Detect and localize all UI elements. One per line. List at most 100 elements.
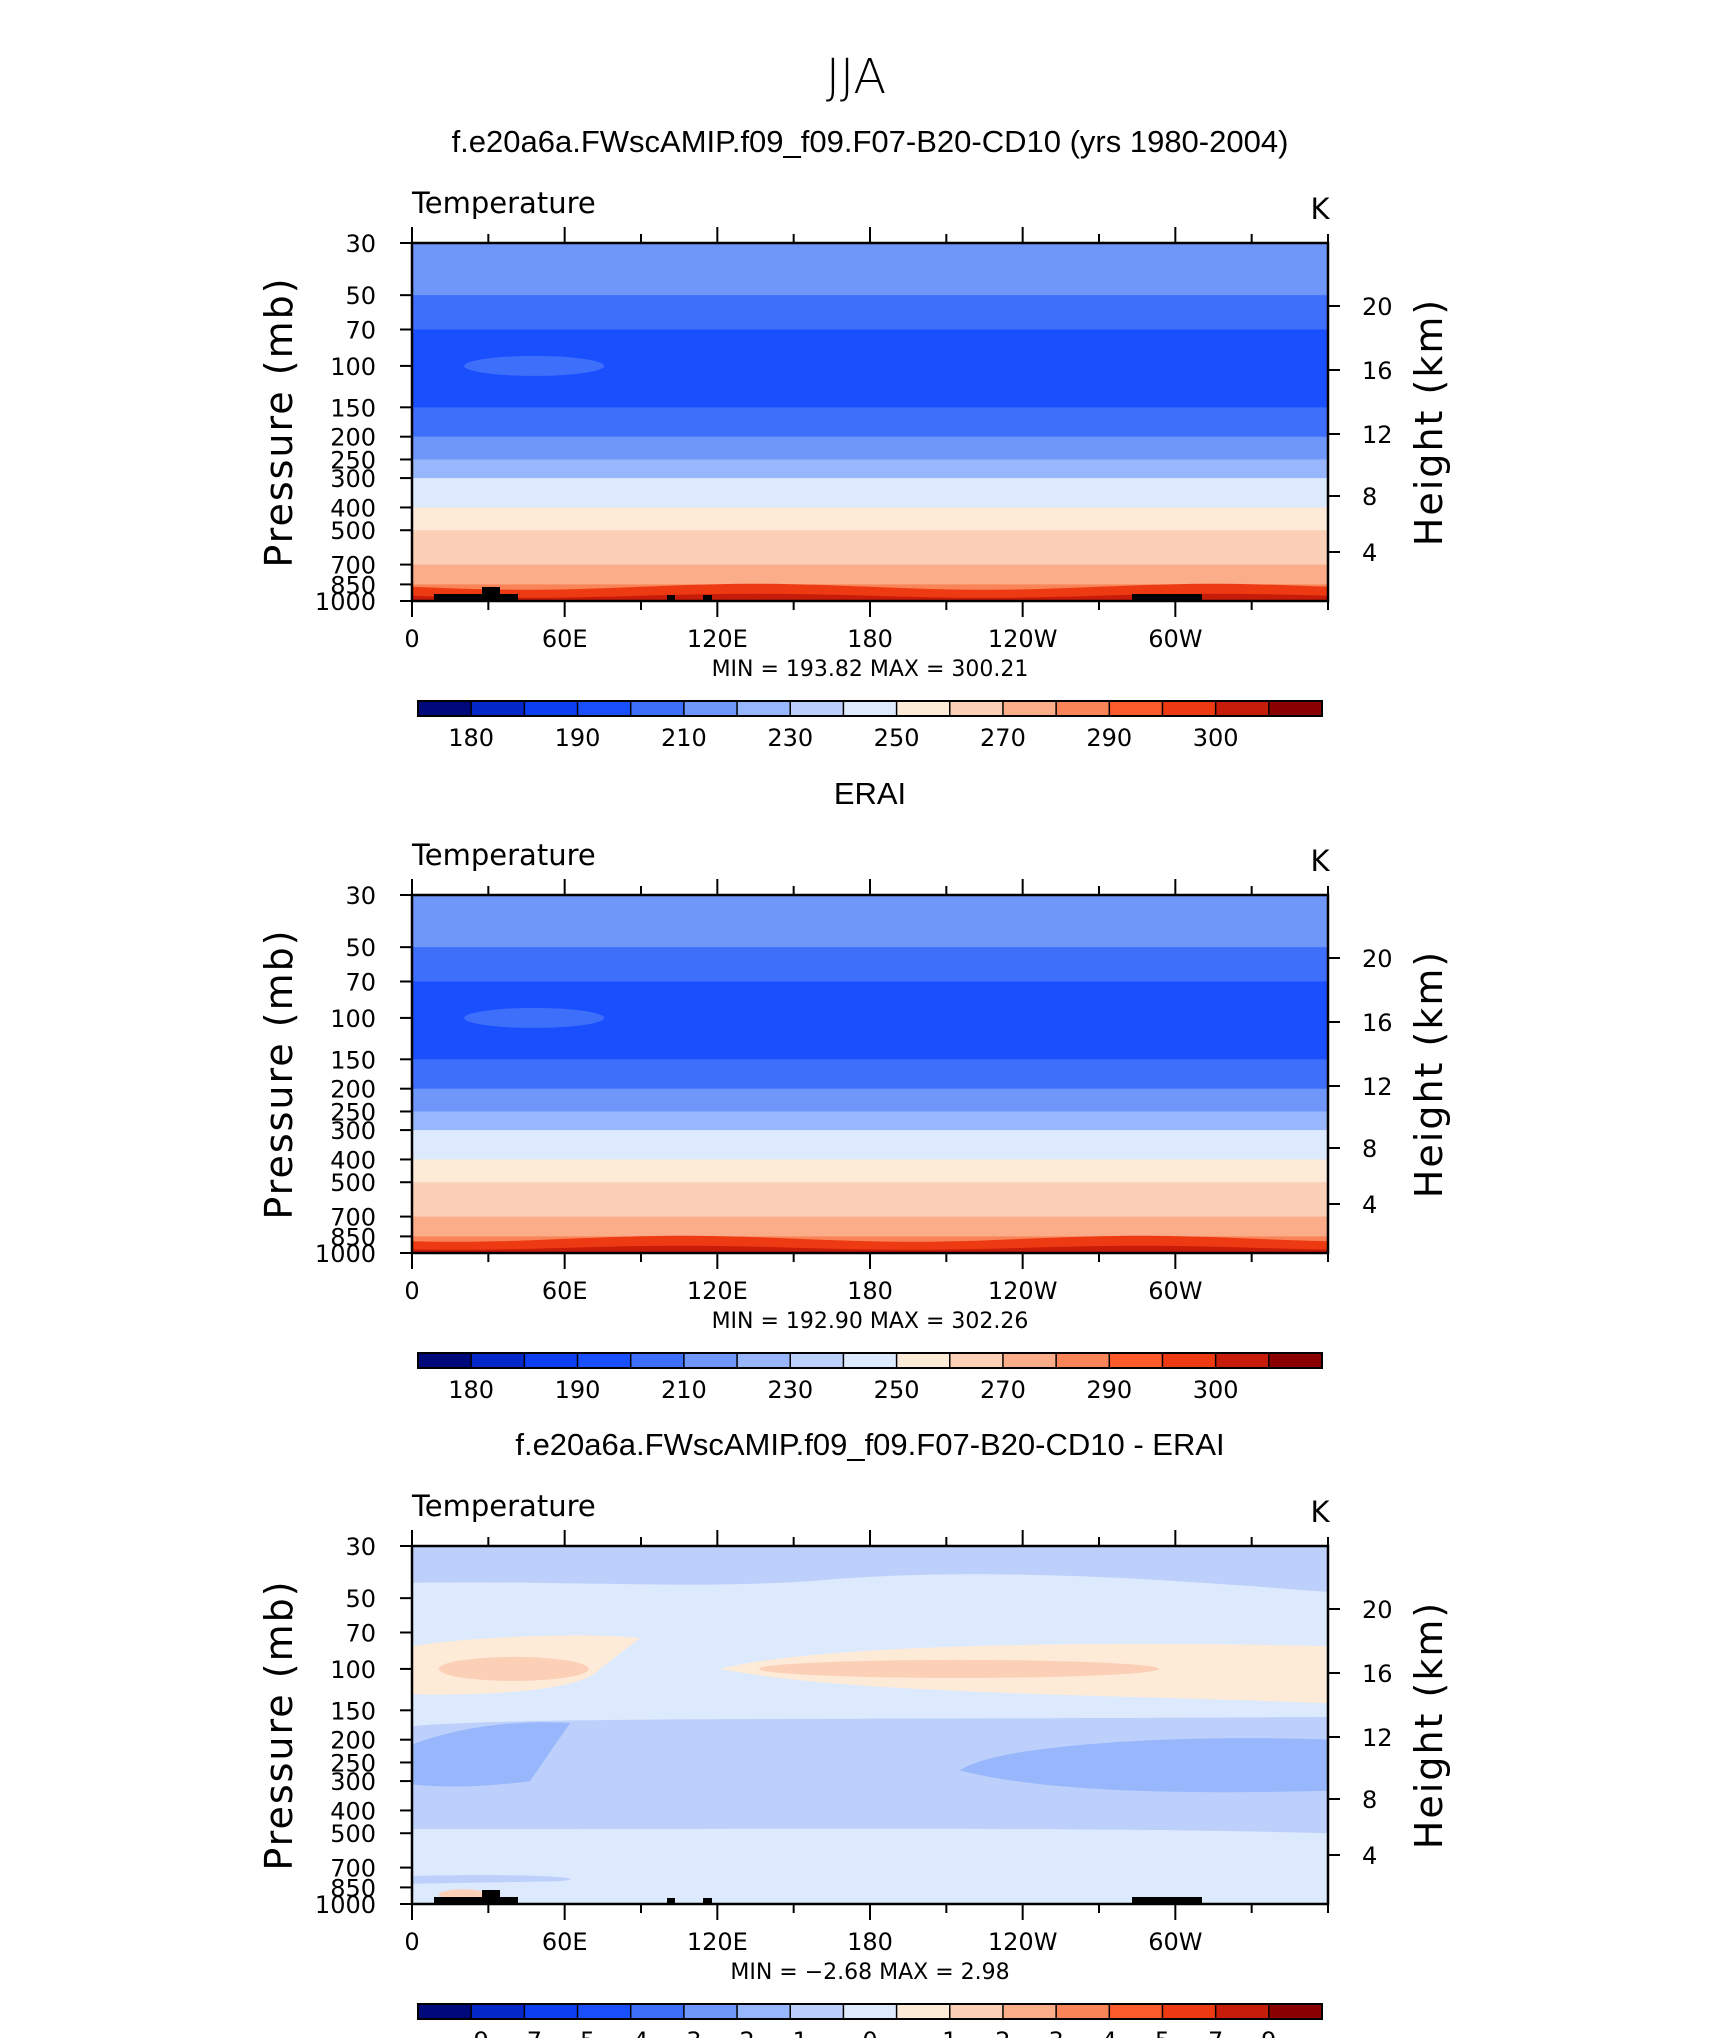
diff-cool-surface	[412, 1875, 571, 1884]
colorbar-label: −9	[453, 2027, 488, 2038]
y-tick-label: 30	[345, 230, 376, 258]
y2-tick-label: 8	[1362, 1135, 1377, 1163]
colorbar-label: 1	[942, 2027, 957, 2038]
x-tick-label: 120E	[687, 625, 748, 653]
colorbar-swatch	[737, 2004, 791, 2019]
band-700	[412, 564, 1328, 586]
units-label: K	[1310, 844, 1330, 878]
band-30	[412, 895, 1328, 949]
colorbar-swatch	[1215, 2004, 1270, 2019]
y-tick-label: 850	[330, 1223, 376, 1251]
y-tick-label: 70	[345, 317, 376, 345]
band-200	[412, 1088, 1328, 1113]
colorbar-label: 210	[661, 724, 707, 752]
x-tick-label: 180	[847, 1928, 893, 1956]
y2-axis-label: Height (km)	[1407, 298, 1451, 546]
y-tick-label: 850	[330, 1874, 376, 1902]
y-tick-label: 850	[330, 571, 376, 599]
colorbar-label: −7	[507, 2027, 542, 2038]
colorbar-label: 4	[1102, 2027, 1117, 2038]
colorbar-swatch	[1109, 701, 1163, 716]
colorbar-swatch	[471, 701, 525, 716]
band-250	[412, 459, 1328, 480]
colorbar-label: 270	[980, 724, 1026, 752]
colorbar-swatch	[737, 701, 791, 716]
y2-tick-label: 20	[1362, 1596, 1393, 1624]
colorbar-label: 190	[555, 1376, 601, 1404]
colorbar-swatch	[1056, 701, 1110, 716]
surface-layer-2	[412, 1245, 1328, 1253]
y-tick-label: 250	[330, 1749, 376, 1777]
variable-label: Temperature	[411, 1489, 596, 1523]
y-tick-label: 30	[345, 1533, 376, 1561]
colorbar-swatch	[1056, 1353, 1110, 1368]
panels: f.e20a6a.FWscAMIP.f09_f09.F07-B20-CD10 (…	[257, 124, 1451, 2038]
y-axis-label: Pressure (mb)	[257, 1579, 301, 1870]
colorbar-frame	[417, 2003, 1323, 2020]
colorbar-label: −3	[666, 2027, 701, 2038]
y-tick-label: 400	[330, 1146, 376, 1174]
x-tick-label: 0	[404, 1928, 419, 1956]
colorbar-label: −4	[613, 2027, 648, 2038]
colorbar-label: 270	[980, 1376, 1026, 1404]
x-tick-label: 120W	[988, 1277, 1058, 1305]
colorbar-swatch	[790, 2004, 844, 2019]
diff-cool-west	[412, 1722, 570, 1787]
x-tick-label: 120W	[988, 625, 1058, 653]
colorbar-swatch	[896, 701, 951, 716]
tropopause-dip	[464, 355, 605, 376]
x-tick-label: 180	[847, 1277, 893, 1305]
colorbar-swatch	[737, 1353, 791, 1368]
panel-title: f.e20a6a.FWscAMIP.f09_f09.F07-B20-CD10 -…	[515, 1427, 1224, 1462]
y2-tick-label: 16	[1362, 357, 1393, 385]
y-tick-label: 70	[345, 1620, 376, 1648]
colorbar-swatch	[683, 1353, 738, 1368]
colorbar-label: 300	[1193, 1376, 1239, 1404]
colorbar-swatch	[843, 701, 898, 716]
y-tick-label: 500	[330, 1169, 376, 1197]
colorbar-swatch	[524, 1353, 579, 1368]
x-tick-label: 60W	[1148, 1928, 1202, 1956]
y-tick-label: 70	[345, 969, 376, 997]
y-tick-label: 150	[330, 1697, 376, 1725]
colorbar-swatch	[630, 701, 685, 716]
x-tick-label: 120E	[687, 1928, 748, 1956]
band-30	[412, 243, 1328, 297]
y2-axis-label: Height (km)	[1407, 1601, 1451, 1849]
y2-tick-label: 20	[1362, 945, 1393, 973]
colorbar-swatch	[1215, 701, 1270, 716]
y2-tick-label: 12	[1362, 1073, 1393, 1101]
y2-tick-label: 20	[1362, 293, 1393, 321]
colorbar-swatch	[1215, 1353, 1270, 1368]
y-tick-label: 700	[330, 1855, 376, 1883]
colorbar-swatch	[1109, 1353, 1163, 1368]
colorbar-label: 210	[661, 1376, 707, 1404]
band-300	[412, 1130, 1328, 1161]
colorbar-swatch	[471, 1353, 525, 1368]
colorbar-swatch	[418, 2004, 472, 2019]
x-tick-label: 60E	[542, 1928, 588, 1956]
y-tick-label: 50	[345, 1585, 376, 1613]
y-tick-label: 150	[330, 394, 376, 422]
colorbar-frame	[417, 700, 1323, 717]
colorbar-swatch	[683, 701, 738, 716]
colorbar-swatch	[1268, 1353, 1323, 1368]
colorbar-swatch	[949, 701, 1004, 716]
panel-1: f.e20a6a.FWscAMIP.f09_f09.F07-B20-CD10 (…	[257, 124, 1451, 752]
colorbar-swatch	[843, 2004, 898, 2019]
topography-block	[703, 1898, 712, 1905]
band-150	[412, 407, 1328, 438]
y2-axis-label: Height (km)	[1407, 950, 1451, 1198]
diff-warm-west-core	[438, 1656, 589, 1681]
panel-3: f.e20a6a.FWscAMIP.f09_f09.F07-B20-CD10 -…	[257, 1427, 1451, 2038]
colorbar-label: −5	[560, 2027, 595, 2038]
colorbar-swatch	[1268, 701, 1323, 716]
variable-label: Temperature	[411, 838, 596, 872]
colorbar-swatch	[1056, 2004, 1110, 2019]
y2-tick-label: 4	[1362, 1191, 1377, 1219]
y2-tick-label: 16	[1362, 1009, 1393, 1037]
colorbar-swatch	[896, 1353, 951, 1368]
colorbar-label: 290	[1086, 724, 1132, 752]
band-700	[412, 1216, 1328, 1238]
y-tick-label: 100	[330, 1656, 376, 1684]
